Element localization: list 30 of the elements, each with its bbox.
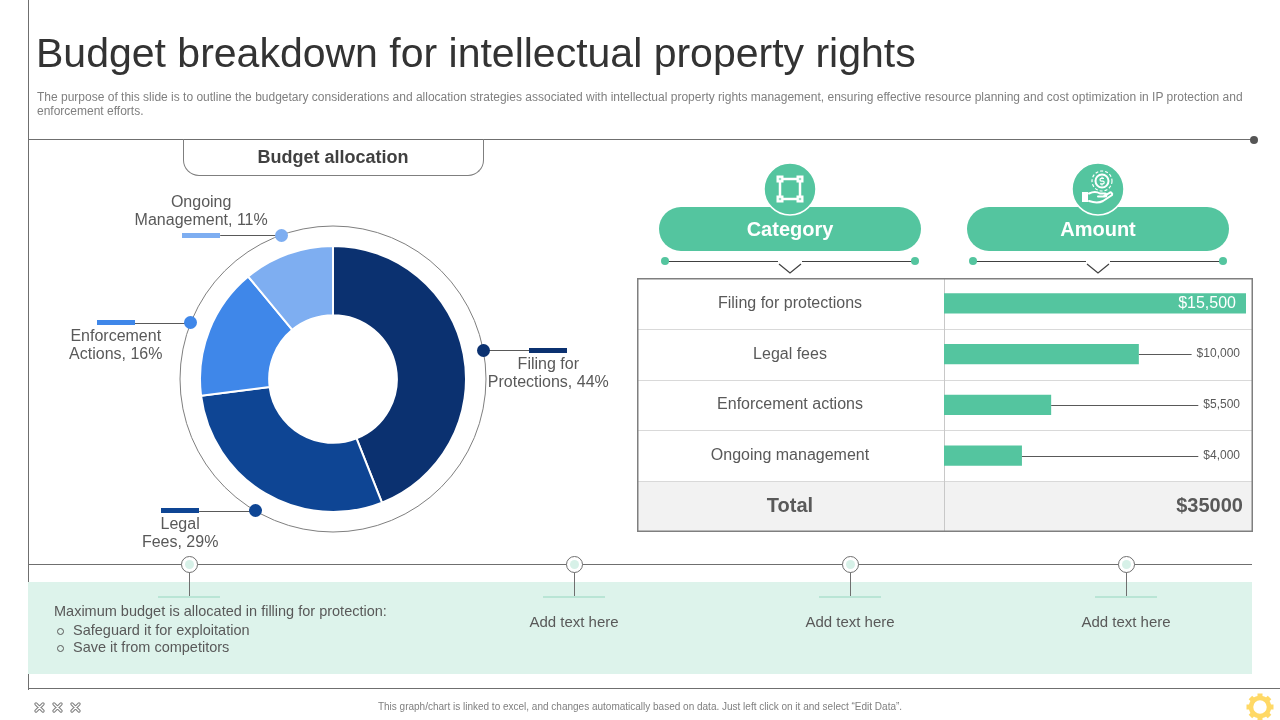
data-label: $10,000	[1196, 346, 1241, 361]
legend-label: Enforcement Actions, 16%	[69, 327, 163, 363]
data-label: $5,500	[1203, 397, 1241, 412]
text: Maximum budget is allocated in filling for protection:	[54, 603, 387, 620]
bar	[944, 394, 1052, 416]
bar	[944, 343, 1139, 365]
legend-label: Filing for Protections, 44%	[487, 354, 609, 390]
y-axis-title: Category	[746, 217, 834, 241]
bar	[944, 293, 1246, 314]
data-label: $4,000	[1203, 447, 1241, 462]
bar	[944, 445, 1022, 466]
slice-label: Ongoing Management, 11%	[134, 193, 268, 229]
legend-label: Legal Fees, 29%	[141, 515, 219, 551]
y-tick-label: Legal fees	[753, 344, 827, 362]
y-tick-label: Enforcement actions	[717, 395, 863, 413]
text: Add text here	[1081, 613, 1171, 631]
y-tick-label: Filing for protections	[717, 293, 863, 311]
text: $35000	[1176, 494, 1243, 517]
text: Save it from competitors	[73, 639, 230, 656]
text: This graph/chart is linked to excel, and changes automatically based on data. Just left click on it and select “Edit Data”.	[377, 701, 903, 713]
x-axis-title: Amount	[1060, 217, 1136, 241]
text: The purpose of this slide is to outline the budgetary considerations and allocation strategies associated with intellectual property rights management, ensuring effective resource planning and cost optimization in IP protection and enforcement efforts.	[37, 90, 1244, 118]
y-tick-label: Ongoing management	[710, 446, 870, 464]
text: Safeguard it for exploitation	[73, 622, 250, 639]
text: Budget breakdown for intellectual property rights	[36, 30, 916, 76]
data-label: $15,500	[1178, 293, 1237, 311]
text: Add text here	[529, 613, 619, 631]
chart-title: Budget allocation	[257, 146, 409, 168]
text: Add text here	[805, 613, 895, 631]
text: Total	[766, 494, 814, 517]
